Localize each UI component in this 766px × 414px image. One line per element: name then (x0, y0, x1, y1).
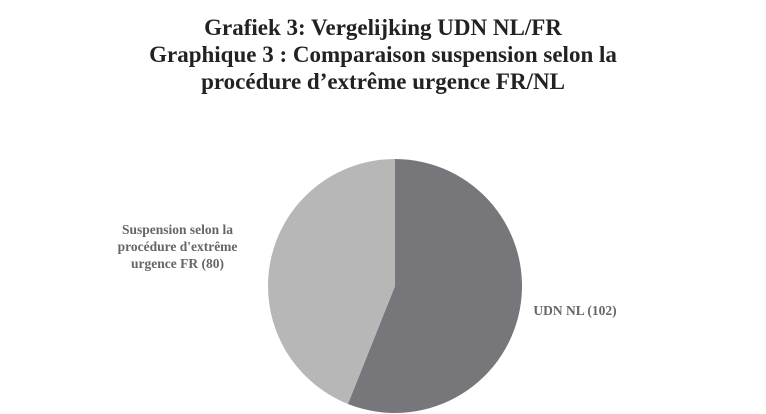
chart-title: Grafiek 3: Vergelijking UDN NL/FR (204, 15, 562, 40)
slice-label: Suspension selon la procédure d'extrême … (117, 222, 238, 271)
pie-slice (267, 159, 395, 404)
chart-subtitle: Graphique 3 : Comparaison suspension sel… (149, 42, 617, 94)
pie-slice (347, 159, 522, 413)
slice-label: UDN NL (102) (533, 303, 617, 318)
